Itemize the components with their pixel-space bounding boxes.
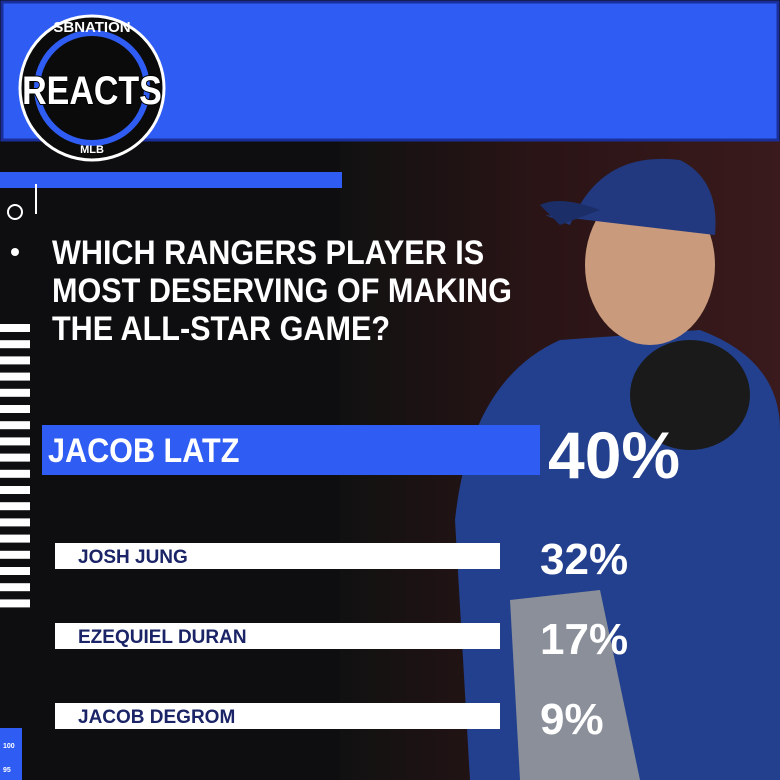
stripe: [0, 599, 30, 608]
stripe: [0, 340, 30, 349]
option-name: JACOB LATZ: [48, 432, 239, 470]
stripe: [0, 502, 30, 511]
question-line: THE ALL-STAR GAME?: [52, 310, 390, 348]
question: WHICH RANGERS PLAYER IS MOST DESERVING O…: [52, 234, 512, 348]
option-bar: [55, 543, 500, 569]
side-decor: [7, 184, 37, 256]
option-name: JACOB DEGROM: [78, 707, 235, 728]
stripe: [0, 534, 30, 543]
stripe: [0, 550, 30, 559]
logo-title: REACTS: [22, 67, 162, 112]
side-label: 100: [3, 743, 15, 750]
stripe: [0, 405, 30, 413]
stripe: [0, 437, 30, 446]
stripe: [0, 453, 30, 462]
option-bar: [55, 703, 500, 729]
option-name: JOSH JUNG: [78, 547, 188, 568]
options: JACOB LATZ 40% JOSH JUNG 32% EZEQUIEL DURAN 1…: [42, 418, 680, 744]
question-line: WHICH RANGERS PLAYER IS: [52, 234, 484, 272]
accent-bar: [0, 172, 342, 188]
stripe: [0, 486, 30, 494]
option-percent: 32%: [540, 535, 628, 584]
side-stripes: [0, 324, 30, 608]
option-bar-leading: [42, 425, 540, 475]
option-percent: 9%: [540, 695, 604, 744]
side-meter: [0, 728, 22, 780]
stripe: [0, 324, 30, 332]
stripe: [0, 567, 30, 575]
option-percent: 17%: [540, 615, 628, 664]
logo-network: SBNATION: [53, 19, 130, 36]
option-name: EZEQUIEL DURAN: [78, 627, 247, 648]
stripe: [0, 583, 30, 592]
option-bar: [55, 623, 500, 649]
stripe: [0, 421, 30, 430]
stripe: [0, 356, 30, 365]
logo-league: MLB: [80, 144, 104, 156]
stripe: [0, 518, 30, 527]
stripe: [0, 388, 30, 397]
logo: SBNATION REACTS MLB: [18, 14, 166, 162]
question-line: MOST DESERVING OF MAKING: [52, 272, 512, 310]
side-label: 95: [3, 767, 11, 774]
option-percent: 40%: [548, 418, 680, 492]
stripe: [0, 372, 30, 381]
stripe: [0, 469, 30, 478]
